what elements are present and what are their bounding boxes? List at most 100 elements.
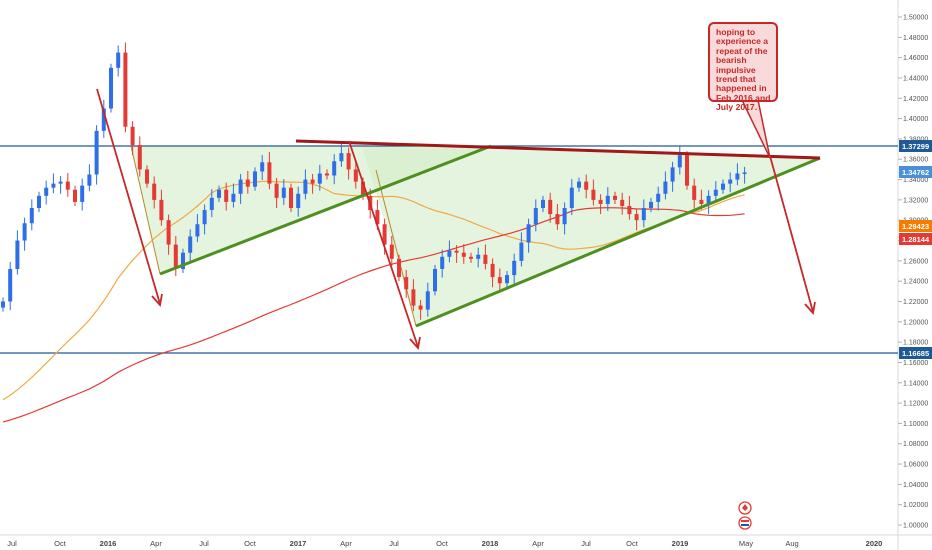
candle-body (159, 199, 164, 221)
time-tick-label: Oct (244, 539, 257, 548)
candle-body (289, 187, 293, 209)
candle-body (706, 195, 711, 204)
candle-body (663, 181, 668, 194)
candle-body (267, 162, 272, 184)
candle-body (649, 201, 653, 209)
time-tick-label: 2018 (482, 539, 499, 548)
price-label-support: 1.16685 (899, 347, 932, 359)
candle-body (87, 174, 92, 186)
price-label-support-text: 1.16685 (902, 349, 929, 358)
candle-body (188, 236, 193, 253)
bearish-arrow-2016 (96, 88, 163, 307)
price-tick-label: 1.04000 (903, 482, 928, 489)
candle-body (447, 250, 452, 257)
candle-body (677, 155, 682, 168)
price-tick-label: 1.26000 (903, 258, 928, 265)
candle-body (742, 172, 747, 174)
candle-body (130, 126, 135, 146)
candle-body (231, 193, 236, 202)
time-tick-label: Apr (150, 539, 162, 548)
candle-body (339, 153, 344, 162)
candle-body (555, 214, 560, 225)
price-tick-label: 1.40000 (903, 116, 928, 123)
candle-body (620, 199, 625, 206)
price-label-ma-red-text: 1.28144 (902, 235, 930, 244)
time-tick-label: Jul (7, 539, 17, 548)
annotation-note: hoping to experience a repeat of the bea… (708, 22, 778, 112)
candle-body (382, 224, 387, 245)
price-tick-label: 1.46000 (903, 55, 928, 62)
candle-body (433, 268, 437, 292)
candle-body (137, 145, 142, 170)
candle-body (281, 187, 286, 198)
candle-body (404, 277, 409, 290)
candle-body (425, 291, 430, 310)
price-label-ma-orange-text: 1.29423 (902, 222, 929, 231)
candle-body (274, 183, 279, 198)
time-tick-label: Oct (436, 539, 449, 548)
wedge-boundary-2016 (130, 145, 161, 275)
candle-body (123, 52, 128, 127)
candle-body (548, 199, 553, 215)
time-tick-label: Jul (389, 539, 399, 548)
event-flag-canada-icon[interactable] (738, 501, 752, 515)
candle-body (8, 268, 13, 302)
candle-body (173, 244, 178, 269)
candle-body (713, 189, 718, 196)
price-tick-label: 1.38000 (903, 136, 928, 143)
candle-body (325, 173, 329, 176)
price-label-resistance: 1.37299 (899, 140, 932, 152)
candle-body (692, 185, 697, 200)
candle-body (260, 162, 265, 172)
candle-body (721, 183, 725, 190)
candle-body (29, 208, 34, 224)
candle-body (253, 171, 257, 187)
price-tick-label: 1.02000 (903, 502, 928, 509)
price-axis-ticks: 1.50000 1.48000 1.46000 1.44000 1.42000 1.400… (898, 15, 928, 530)
candle-body (224, 189, 229, 202)
candle-body (166, 220, 171, 245)
price-axis-background (898, 0, 932, 550)
price-tick-label: 1.22000 (903, 299, 928, 306)
candle-body (656, 193, 661, 202)
price-tick-label: 1.50000 (903, 15, 928, 22)
time-tick-label: 2020 (866, 539, 883, 548)
candle-body (497, 277, 502, 284)
price-tick-label: 1.42000 (903, 96, 928, 103)
candle-body (591, 189, 596, 200)
candle-body (411, 289, 416, 306)
candle-body (209, 197, 214, 211)
candle-body (526, 224, 531, 243)
candle-body (685, 155, 689, 186)
price-tick-label: 1.32000 (903, 197, 928, 204)
price-tick-label: 1.34000 (903, 177, 928, 184)
time-tick-label: Aug (785, 539, 798, 548)
price-tick-label: 1.18000 (903, 340, 928, 347)
candle-body (346, 153, 351, 170)
candle-body (51, 183, 56, 188)
price-label-current-text: 1.34762 (902, 168, 929, 177)
candle-body (15, 240, 20, 269)
candle-body (505, 275, 509, 284)
candlestick-series (1, 42, 747, 320)
time-tick-label: 2016 (100, 539, 117, 548)
annotation-text: hoping to experience a repeat of the bea… (716, 27, 771, 113)
candle-body (109, 67, 113, 109)
candle-body (418, 305, 423, 310)
candle-body (375, 210, 380, 225)
price-tick-label: 1.24000 (903, 279, 928, 286)
time-tick-label: Jul (199, 539, 209, 548)
candle-body (584, 181, 589, 190)
time-tick-label: Oct (626, 539, 639, 548)
time-tick-label: Oct (54, 539, 67, 548)
moving-average-red (2, 207, 745, 423)
candle-body (37, 195, 41, 209)
candle-body (440, 256, 445, 269)
candle-body (627, 205, 632, 215)
price-label-ma-orange: 1.29423 (899, 220, 932, 232)
time-tick-label: Apr (532, 539, 544, 548)
candle-body (65, 181, 70, 190)
event-flag-usa-icon[interactable] (738, 516, 752, 530)
wedge-fill-2017 (362, 146, 820, 326)
